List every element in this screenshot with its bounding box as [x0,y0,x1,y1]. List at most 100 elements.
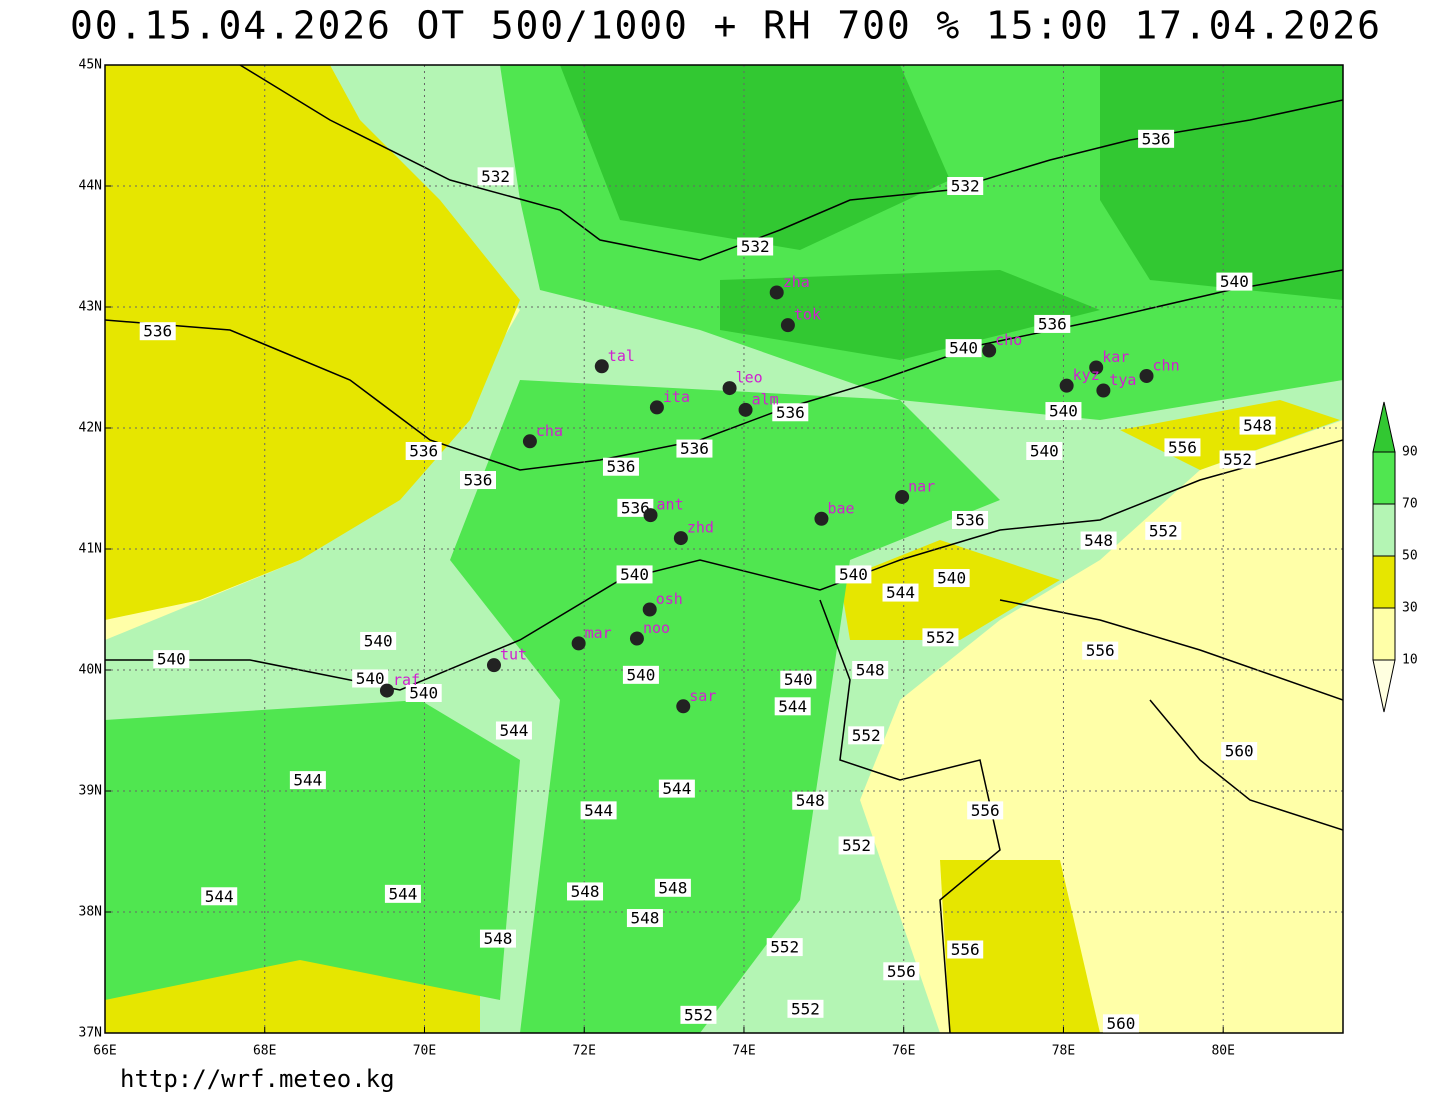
contour-label-bg [922,628,959,647]
station [642,602,657,617]
legend-label: 50 [1402,549,1418,564]
contour-label: 548 [1243,416,1272,435]
contour-label: 540 [839,565,868,584]
station-label: bae [827,499,854,517]
contour-label-bg [567,882,604,901]
contour-label-bg [945,339,982,358]
contour-label: 556 [971,801,1000,820]
station [379,683,394,698]
lon-tick-label: 76E [892,1044,915,1059]
contour-label-bg [201,887,238,906]
contour-label: 544 [584,801,613,820]
contour-label: 544 [293,771,322,790]
legend-label: 90 [1402,445,1418,460]
lon-tick-label: 74E [732,1044,755,1059]
station-label: cho [995,331,1022,349]
contour-label-bg [384,884,421,903]
lat-tick-label: 43N [79,300,102,315]
rh-area [560,65,950,250]
contour-label: 540 [620,565,649,584]
source-url: http://wrf.meteo.kg [120,1065,395,1093]
contour-label-bg [658,779,695,798]
contour-label: 548 [484,929,513,948]
contour-label: 544 [499,721,528,740]
contour-label: 536 [680,439,709,458]
lat-tick-label: 41N [79,542,102,557]
station [649,400,664,415]
contour-label-bg [1045,402,1082,421]
rh-area [940,860,1100,1033]
lon-tick-label: 66E [93,1044,116,1059]
contour-label: 556 [951,940,980,959]
legend-swatch [1372,607,1396,661]
station-label: ita [663,388,690,406]
contour-label-bg [766,938,803,957]
station-label: cha [536,422,563,440]
contour-label: 536 [409,441,438,460]
contour-label: 548 [658,878,687,897]
station [1059,378,1074,393]
station [895,489,910,504]
station-label: raf [393,671,420,689]
contour-label-bg [622,665,659,684]
contour-label-bg [1082,641,1119,660]
station [780,318,795,333]
contour-label-bg [933,569,970,588]
legend-label: 30 [1402,601,1418,616]
contour-label: 540 [409,683,438,702]
contour-label-bg [1164,438,1201,457]
contour-label-bg [838,836,875,855]
station-label: chn [1153,356,1180,374]
contour-label: 552 [1149,521,1178,540]
contour-label-bg [774,697,811,716]
lon-tick-label: 80E [1211,1044,1234,1059]
legend-label: 10 [1402,653,1418,668]
rh-area [450,380,1000,1033]
station-label: ant [657,496,684,514]
contour-label-bg [848,726,885,745]
rh-area [105,65,520,620]
lon-tick-label: 72E [572,1044,595,1059]
station-label: sar [689,687,716,705]
rh-area [720,270,1100,360]
contour-label: 552 [791,999,820,1018]
station [486,658,501,673]
contour-label: 532 [741,237,770,256]
station [814,511,829,526]
lat-tick-label: 44N [79,179,102,194]
contour-label-bg [952,510,989,529]
station-label: nar [908,477,935,495]
station-label: noo [643,619,670,637]
contour-label: 540 [937,569,966,588]
station-label: tya [1109,371,1136,389]
title: 00.15.04.2026 OT 500/1000 + RH 700 % 15:… [70,4,1380,48]
contour-label-bg [459,471,496,490]
station-label: zhd [687,519,714,537]
contour-label: 560 [1225,742,1254,761]
contour-label: 536 [621,498,650,517]
legend-swatch [1372,451,1396,505]
station [1139,368,1154,383]
contour-label: 552 [684,1005,713,1024]
station [594,359,609,374]
contour-label-bg [602,457,639,476]
rh-area [1100,65,1343,300]
contour-label-bg [835,565,872,584]
contour-label-bg [1145,521,1182,540]
contour-label: 540 [784,670,813,689]
lat-tick-label: 38N [79,905,102,920]
contour-label: 544 [778,697,807,716]
contour-label: 548 [1084,531,1113,550]
contour-label: 540 [626,665,655,684]
contour-label: 552 [926,628,955,647]
legend-swatch [1372,555,1396,609]
station [676,699,691,714]
legend-swatch [1372,503,1396,557]
lat-tick-label: 40N [79,663,102,678]
contour-label-bg [852,661,889,679]
station [722,381,737,396]
legend-label: 70 [1402,497,1418,512]
contour-label: 548 [796,791,825,810]
contour-label: 548 [856,661,885,680]
contour-label-bg [1034,314,1071,333]
